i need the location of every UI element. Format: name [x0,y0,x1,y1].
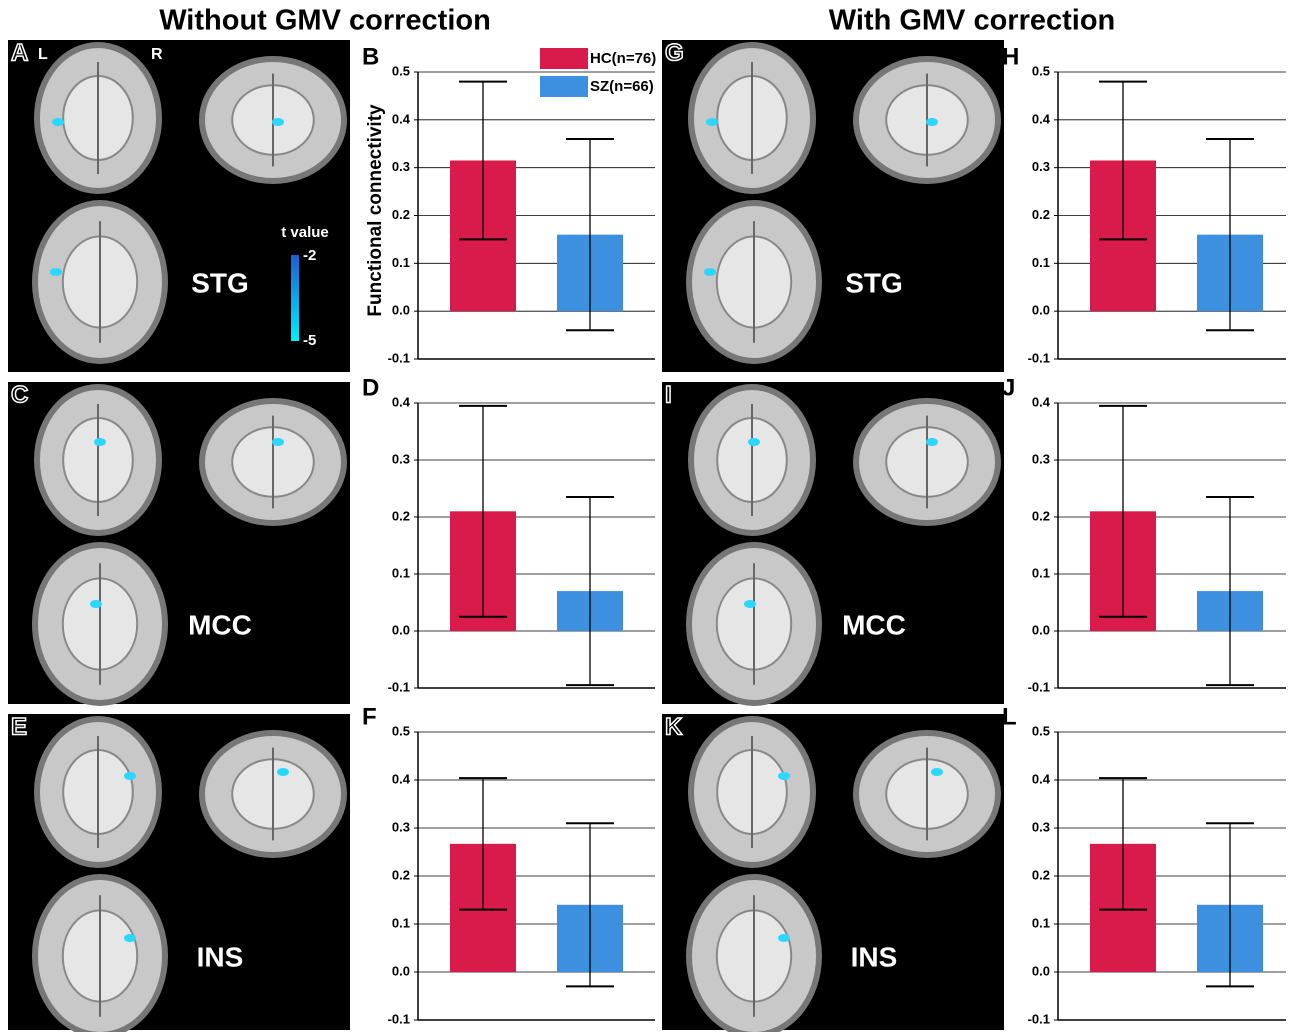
colorbar-label: -2 [303,247,316,264]
y-tick-label: -0.1 [388,679,410,694]
panel-letter: C [11,381,28,408]
y-tick-label: 0.5 [392,723,410,738]
activation [778,934,790,942]
activation [931,768,943,776]
legend-swatch [540,48,588,69]
y-tick-label: 0.0 [1032,963,1050,978]
side-label: R [151,46,163,63]
y-tick-label: 0.4 [1032,771,1051,786]
y-tick-label: -0.1 [388,1011,410,1026]
activation [704,268,716,276]
activation [52,118,64,126]
legend-label: HC(n=76) [590,50,656,67]
header: Without GMV correction [159,5,491,37]
activation [277,768,289,776]
y-tick-label: 0.1 [1032,915,1050,930]
y-tick-label: 0.1 [392,255,410,270]
panel-letter: I [665,381,672,408]
panel-letter: K [665,713,683,740]
y-tick-label: 0.5 [392,63,410,78]
activation [124,934,136,942]
y-tick-label: -0.1 [388,350,410,365]
y-tick-label: -0.1 [1028,1011,1050,1026]
y-tick-label: 0.3 [1032,819,1050,834]
region-label: INS [197,941,244,972]
region-label: MCC [842,609,906,640]
panel-letter: G [665,39,684,66]
activation [90,600,102,608]
y-tick-label: 0.4 [1032,111,1051,126]
y-tick-label: 0.3 [1032,159,1050,174]
activation [50,268,62,276]
activation [748,438,760,446]
activation [744,600,756,608]
y-tick-label: 0.2 [392,508,410,523]
panel-letter: H [1002,43,1019,70]
y-tick-label: 0.0 [1032,622,1050,637]
colorbar-title: t value [281,224,329,241]
legend-label: SZ(n=66) [590,78,654,95]
panel-letter: D [362,374,379,401]
activation [272,118,284,126]
y-tick-label: 0.5 [1032,63,1050,78]
panel-letter: F [362,703,377,730]
y-tick-label: 0.0 [392,303,410,318]
colorbar-label: -5 [303,332,316,349]
panel-letter: B [362,43,379,70]
y-tick-label: 0.0 [392,963,410,978]
activation [124,772,136,780]
colorbar [291,255,299,341]
panel-letter: L [1002,703,1017,730]
y-tick-label: 0.3 [392,819,410,834]
y-tick-label: 0.2 [1032,508,1050,523]
panel-letter: J [1002,374,1015,401]
y-tick-label: 0.5 [1032,723,1050,738]
activation [926,438,938,446]
y-tick-label: -0.1 [1028,350,1050,365]
y-tick-label: 0.4 [392,394,411,409]
y-tick-label: -0.1 [1028,679,1050,694]
activation [272,438,284,446]
region-label: INS [851,941,898,972]
y-tick-label: 0.3 [392,451,410,466]
header: With GMV correction [829,5,1116,37]
y-tick-label: 0.1 [1032,255,1050,270]
activation [94,438,106,446]
y-axis-label: Functional connectivity [365,104,386,317]
activation [926,118,938,126]
region-label: STG [845,267,903,298]
region-label: STG [191,267,249,298]
y-tick-label: 0.4 [1032,394,1051,409]
panel-letter: A [11,39,28,66]
y-tick-label: 0.2 [1032,867,1050,882]
y-tick-label: 0.1 [392,915,410,930]
panel-letter: E [11,713,27,740]
y-tick-label: 0.0 [1032,303,1050,318]
y-tick-label: 0.4 [392,111,411,126]
y-tick-label: 0.1 [1032,565,1050,580]
activation [706,118,718,126]
side-label: L [38,46,48,63]
figure: Without GMV correction With GMV correcti… [0,0,1294,1032]
y-tick-label: 0.2 [392,867,410,882]
activation [778,772,790,780]
y-tick-label: 0.0 [392,622,410,637]
y-tick-label: 0.2 [1032,207,1050,222]
y-tick-label: 0.4 [392,771,411,786]
y-tick-label: 0.2 [392,207,410,222]
y-tick-label: 0.3 [392,159,410,174]
y-tick-label: 0.1 [392,565,410,580]
legend-swatch [540,76,588,97]
y-tick-label: 0.3 [1032,451,1050,466]
region-label: MCC [188,609,252,640]
